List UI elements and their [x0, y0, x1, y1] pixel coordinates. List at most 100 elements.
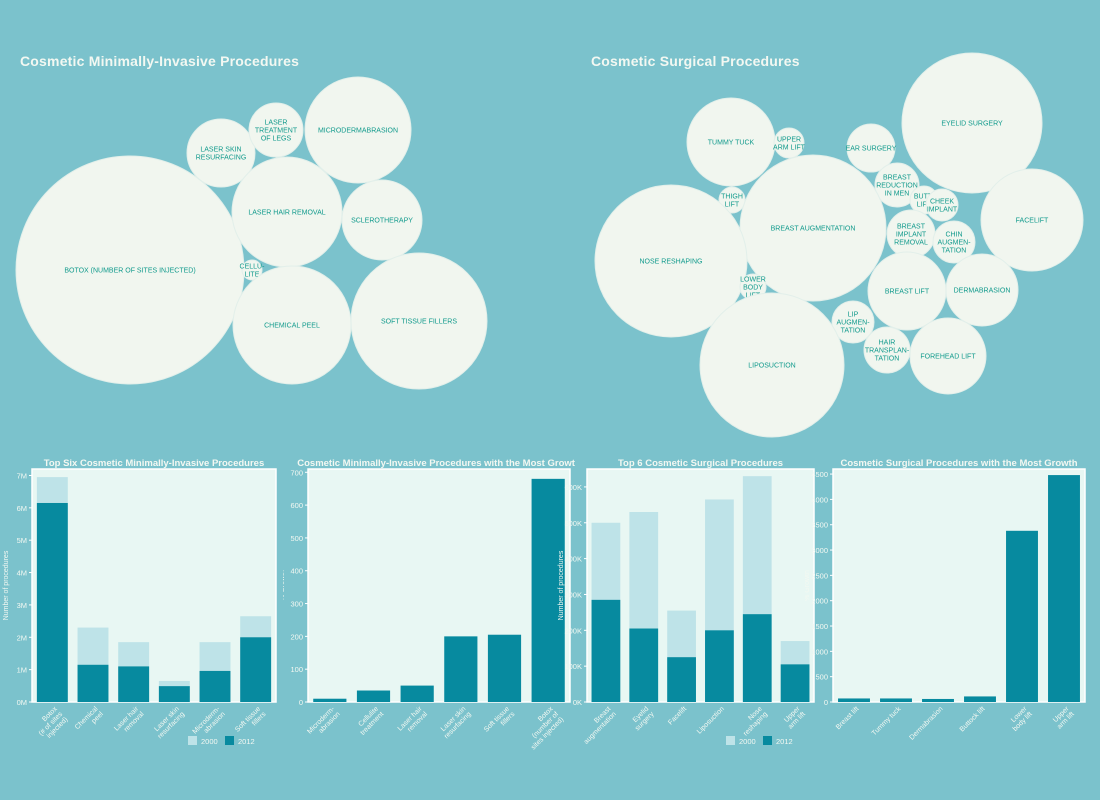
minimal-bubble-label: SCLEROTHERAPY [351, 218, 413, 225]
y-axis-label: % Growth [805, 570, 811, 601]
surgical-bubble-label: NOSE RESHAPING [639, 259, 702, 266]
bar-2012 [240, 637, 272, 702]
surgical-bubble: TUMMY TUCK [686, 97, 776, 187]
surgical-bubble-circle [773, 127, 805, 159]
y-tick-label: 700 [290, 468, 303, 477]
plot-area [586, 468, 815, 703]
y-tick-label: 500 [815, 673, 828, 682]
x-tick-label: Breast lift [835, 706, 861, 732]
x-tick-label: Liposuction [696, 706, 726, 736]
minimal-bubble-label: LASER [265, 120, 288, 127]
surgical-bubble-circle [594, 184, 748, 338]
bar-2012 [742, 614, 772, 702]
plot-area [307, 468, 571, 703]
y-tick-label: 500 [290, 534, 303, 543]
surgical-bubble-label: AUGMEN- [836, 320, 870, 327]
surgical-bubble-label: LIPOSUCTION [748, 363, 795, 370]
bar [444, 636, 478, 702]
surgical-bubble-label: TATION [875, 356, 900, 363]
chart-title: Cosmetic Minimally-Invasive Procedures w… [297, 458, 575, 469]
chart-growth-surgical: Cosmetic Surgical Procedures with the Mo… [805, 458, 1086, 742]
y-tick-label: 500K [564, 519, 582, 528]
minimal-bubble-circle [304, 76, 412, 184]
surgical-bubble-label: EYELID SURGERY [941, 121, 1003, 128]
y-tick-label: 200K [564, 626, 582, 635]
y-tick-label: 3000 [811, 546, 828, 555]
y-tick-label: 300 [290, 600, 303, 609]
surgical-bubble-label: THIGH [721, 194, 743, 201]
y-tick-label: 100 [290, 665, 303, 674]
surgical-bubble: LIPOSUCTION [699, 292, 845, 438]
surgical-bubble-circle [980, 168, 1084, 272]
y-tick-label: 0 [299, 698, 303, 707]
minimal-bubble-circle [341, 179, 423, 261]
surgical-bubble-label: BREAST LIFT [885, 289, 930, 296]
minimal-bubble: SOFT TISSUE FILLERS [350, 252, 488, 390]
legend-label: 2000 [201, 737, 218, 746]
legend-swatch [188, 736, 197, 745]
chart-top-surgical: Top 6 Cosmetic Surgical Procedures 0K 100K… [558, 458, 815, 746]
bar-2012 [705, 630, 734, 702]
surgical-bubble-circle [925, 188, 959, 222]
y-axis-label: Number of procedures [558, 550, 565, 620]
surgical-bubble-label: TRANSPLAN- [865, 348, 910, 355]
legend-label: 2012 [776, 737, 793, 746]
bar [922, 698, 954, 702]
y-tick-label: 600K [564, 483, 582, 492]
bar [880, 698, 912, 702]
bar [400, 685, 434, 702]
surgical-section-title: Cosmetic Surgical Procedures [591, 53, 800, 69]
bar [487, 634, 522, 702]
y-tick-label: 100K [564, 662, 582, 671]
minimal-bubble: MICRODERMABRASION [304, 76, 412, 184]
y-tick-label: 4500 [811, 470, 828, 479]
legend-swatch [763, 736, 772, 745]
plot-area [31, 468, 277, 703]
surgical-bubble-label: REDUCTION [876, 183, 918, 190]
surgical-bubble-label: AUGMEN- [937, 240, 971, 247]
legend-swatch [726, 736, 735, 745]
surgical-bubble-label: CHIN [945, 232, 962, 239]
x-tick-label-line: Breast lift [835, 706, 861, 732]
bar-2012 [36, 502, 68, 702]
y-tick-label: 4000 [811, 495, 828, 504]
y-tick-label: 4M [17, 569, 27, 578]
surgical-bubble-circle [909, 317, 987, 395]
chart-growth-minimal: Cosmetic Minimally-Invasive Procedures w… [283, 458, 575, 751]
x-tick-label: Dermabrasion [908, 706, 944, 742]
minimal-bubble: LASER HAIR REMOVAL [231, 156, 343, 268]
y-tick-label: 2M [17, 633, 27, 642]
surgical-bubble-circle [831, 300, 875, 344]
minimal-bubble-cluster: BOTOX (NUMBER OF SITES INJECTED) LASER SK… [15, 76, 488, 390]
bar [964, 696, 996, 702]
minimal-bubble-label: LASER HAIR REMOVAL [248, 210, 325, 217]
bar [531, 478, 565, 702]
y-tick-label: 3M [17, 601, 27, 610]
x-tick-label-line: Liposuction [696, 706, 726, 736]
minimal-bubble-circle [241, 259, 263, 281]
surgical-bubble: FACELIFT [980, 168, 1084, 272]
surgical-bubble-label: LOWER [740, 277, 766, 284]
bar-2012 [591, 599, 621, 702]
bar-2012 [667, 657, 696, 702]
surgical-bubble-label: BODY [743, 285, 763, 292]
y-tick-label: 600 [290, 501, 303, 510]
surgical-bubble-label: DERMABRASION [954, 288, 1011, 295]
minimal-section-title: Cosmetic Minimally-Invasive Procedures [20, 53, 300, 69]
surgical-bubble-label: BREAST [883, 175, 912, 182]
y-tick-label: 0K [573, 698, 582, 707]
